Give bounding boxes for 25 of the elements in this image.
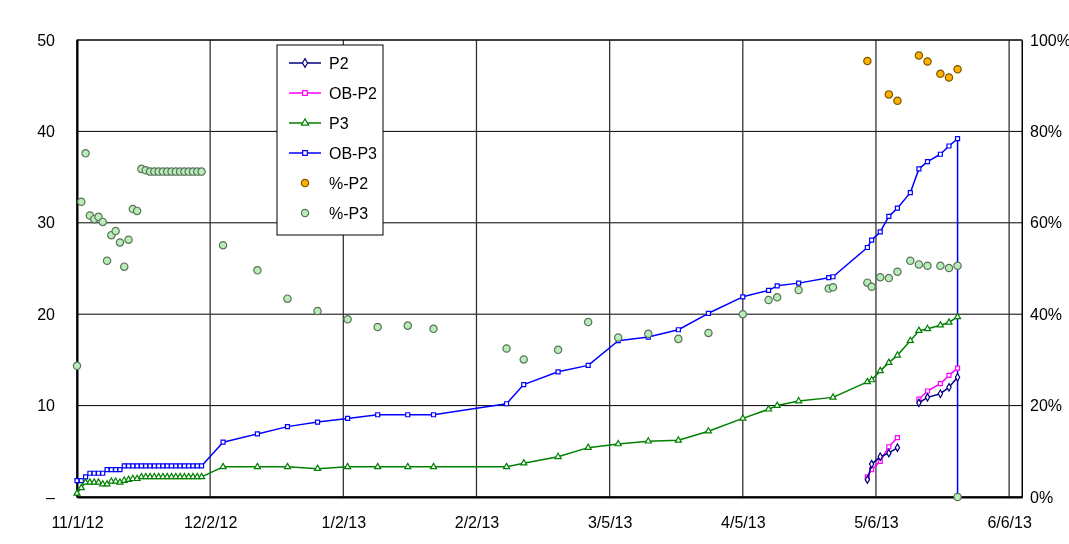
legend-label: P3: [329, 115, 349, 132]
y-tick-label: 30: [37, 214, 56, 232]
x-tick-label: 12/2/12: [183, 514, 238, 532]
x-tick-label: 2/2/13: [454, 514, 500, 532]
x-tick-label: 1/2/13: [321, 514, 367, 532]
y-tick-label: 20: [37, 305, 56, 323]
y2-tick-label: 60%: [1030, 214, 1063, 232]
x-tick-label: 5/6/13: [854, 514, 899, 532]
y-tick-label: 10: [37, 397, 56, 415]
y2-tick-label: 80%: [1030, 123, 1063, 141]
y2-tick-label: 0%: [1030, 488, 1054, 506]
legend-label: %-P3: [329, 205, 369, 222]
x-tick-label: 11/1/12: [51, 514, 104, 532]
y-tick-label: –: [46, 488, 56, 506]
y-tick-label: 50: [37, 31, 56, 49]
legend-label: %-P2: [329, 175, 369, 192]
y2-tick-label: 20%: [1030, 397, 1063, 415]
legend-label: OB-P2: [329, 85, 378, 102]
y-tick-label: 40: [37, 123, 56, 141]
x-tick-label: 3/5/13: [587, 514, 633, 532]
legend-label: P2: [329, 55, 349, 72]
legend-label: OB-P3: [329, 145, 378, 162]
x-tick-label: 6/6/13: [987, 514, 1032, 532]
y2-tick-label: 40%: [1030, 305, 1063, 323]
x-tick-label: 4/5/13: [721, 514, 766, 532]
